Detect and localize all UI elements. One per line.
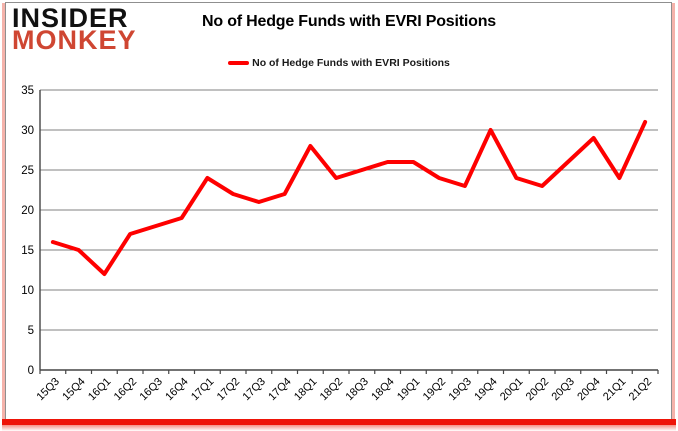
x-axis-tick-label: 18Q2 xyxy=(318,376,346,404)
x-axis-tick-label: 17Q3 xyxy=(240,376,268,404)
bottom-red-bar xyxy=(2,419,676,425)
y-axis-tick-label: 25 xyxy=(21,165,34,177)
x-axis-tick-label: 20Q4 xyxy=(575,376,603,404)
x-axis-tick-label: 18Q4 xyxy=(369,376,397,404)
y-axis-tick-label: 0 xyxy=(28,365,34,377)
x-axis-tick-label: 20Q1 xyxy=(498,376,526,404)
y-axis-tick-label: 20 xyxy=(21,205,34,217)
data-series-line xyxy=(50,120,648,276)
x-axis-tick-label: 19Q4 xyxy=(472,376,500,404)
logo-monkey-text: MONKEY xyxy=(12,25,137,56)
x-axis-tick-label: 15Q4 xyxy=(60,376,88,404)
legend: No of Hedge Funds with EVRI Positions xyxy=(0,57,678,69)
insider-monkey-logo: INSIDER MONKEY xyxy=(12,3,137,56)
legend-label: No of Hedge Funds with EVRI Positions xyxy=(252,57,450,69)
x-axis-tick-label: 19Q1 xyxy=(395,376,423,404)
x-axis-tick-label: 21Q2 xyxy=(627,376,655,404)
chart-title: No of Hedge Funds with EVRI Positions xyxy=(202,13,496,30)
x-axis-tick-label: 17Q2 xyxy=(215,376,243,404)
x-axis-tick-label: 16Q1 xyxy=(86,376,114,404)
y-axis-tick-label: 30 xyxy=(21,125,34,137)
x-axis-tick-label: 17Q1 xyxy=(189,376,217,404)
y-axis-tick-label: 15 xyxy=(21,245,34,257)
x-axis-tick-label: 15Q3 xyxy=(34,376,62,404)
x-axis-tick-label: 18Q1 xyxy=(292,376,320,404)
x-axis-tick-label: 16Q4 xyxy=(163,376,191,404)
x-axis-tick-label: 16Q3 xyxy=(137,376,165,404)
x-axis-tick-label: 17Q4 xyxy=(266,376,294,404)
legend-line-marker xyxy=(228,61,250,65)
bottom-red-bar-fade xyxy=(2,425,676,431)
x-axis-tick-label: 18Q3 xyxy=(343,376,371,404)
x-axis-tick-label: 21Q1 xyxy=(601,376,629,404)
x-axis-tick-label: 20Q2 xyxy=(524,376,552,404)
y-axis-tick-label: 35 xyxy=(21,85,34,97)
x-axis-tick-label: 16Q2 xyxy=(112,376,140,404)
x-axis-tick-label: 19Q2 xyxy=(421,376,449,404)
x-axis-tick-label: 20Q3 xyxy=(549,376,577,404)
logo-insider-text: INSIDER xyxy=(12,3,129,33)
x-axis-tick-label: 19Q3 xyxy=(446,376,474,404)
y-axis-tick-label: 5 xyxy=(28,325,34,337)
y-axis-tick-label: 10 xyxy=(21,285,34,297)
